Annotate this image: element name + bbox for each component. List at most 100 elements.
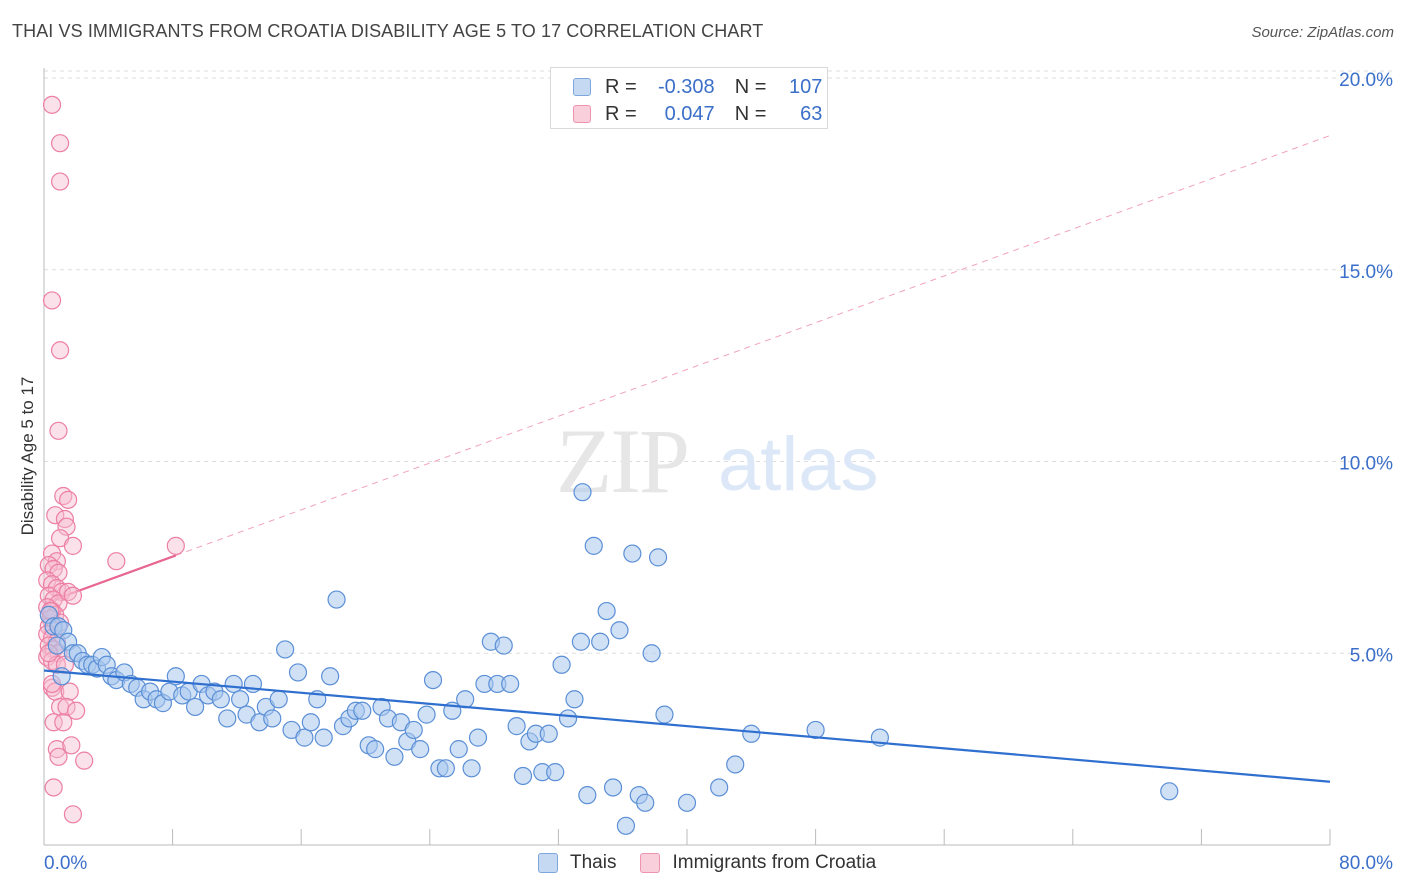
legend-item-croatia[interactable]: Immigrants from Croatia <box>640 852 876 874</box>
thais-point <box>573 483 592 502</box>
thais-point <box>1160 782 1179 801</box>
thais-point <box>301 713 320 732</box>
y-tick-label: 15.0% <box>1339 262 1393 283</box>
thais-point <box>494 636 513 655</box>
thais-point <box>288 663 308 682</box>
thais-point <box>353 701 372 720</box>
croatia-point <box>63 586 83 605</box>
thais-point <box>436 759 455 778</box>
thais-point <box>462 759 481 778</box>
thais-point <box>584 536 603 555</box>
croatia-point <box>54 713 73 732</box>
legend-item-thais[interactable]: Thais <box>538 852 616 874</box>
croatia-point <box>47 740 66 759</box>
thais-point <box>571 632 591 651</box>
croatia-point <box>49 747 68 766</box>
thais-point <box>726 755 745 774</box>
croatia-point <box>60 682 79 701</box>
thais-trend-line <box>43 669 1331 783</box>
thais-point <box>327 590 346 609</box>
source-credit: Source: ZipAtlas.com <box>1251 24 1394 41</box>
croatia-trend-line <box>43 554 177 605</box>
croatia-point <box>44 713 63 732</box>
thais-point <box>423 670 443 690</box>
y-tick-label: 20.0% <box>1339 70 1393 91</box>
croatia-point <box>57 517 76 536</box>
thais-point <box>578 786 597 805</box>
thais-swatch <box>573 78 591 96</box>
thais-point <box>539 724 558 743</box>
chart-title: THAI VS IMMIGRANTS FROM CROATIA DISABILI… <box>12 21 764 41</box>
thais-point <box>603 778 623 797</box>
series-legend: Thais Immigrants from Croatia <box>538 852 900 874</box>
thais-point <box>295 728 314 747</box>
croatia-point <box>44 778 63 797</box>
croatia-point <box>63 805 83 824</box>
thais-points <box>39 483 1179 835</box>
croatia-point <box>166 536 185 555</box>
r-label: R = <box>605 75 637 98</box>
thais-point <box>456 690 475 709</box>
thais-point <box>468 728 488 747</box>
watermark-atlas: atlas <box>718 422 879 507</box>
croatia-point <box>46 506 65 525</box>
croatia-point <box>63 536 83 555</box>
croatia-point <box>42 95 62 114</box>
croatia-point <box>59 490 78 509</box>
croatia-point <box>50 172 70 191</box>
thais-point <box>513 766 533 786</box>
stats-legend: R = -0.308 N = 107 R = 0.047 N = 63 <box>550 67 828 129</box>
thais-point <box>507 717 526 736</box>
croatia-point <box>42 291 62 310</box>
croatia-trend-extension <box>175 135 1331 556</box>
thais-point <box>269 690 288 709</box>
thais-point <box>677 793 697 812</box>
thais-point <box>558 709 578 728</box>
thais-point <box>263 709 282 728</box>
thais-point <box>186 697 205 717</box>
r-label: R = <box>605 102 637 125</box>
thais-point <box>623 544 642 563</box>
thais-point <box>546 763 565 782</box>
croatia-point <box>50 341 70 360</box>
thais-point <box>655 705 674 724</box>
y-tick-label: 10.0% <box>1339 454 1393 475</box>
thais-point <box>636 793 655 812</box>
croatia-point <box>67 701 86 720</box>
n-label: N = <box>734 102 767 125</box>
thais-point <box>552 655 571 674</box>
croatia-point <box>50 134 70 153</box>
axes <box>43 68 1331 846</box>
x-tick-label-max: 80.0% <box>1339 853 1393 874</box>
thais-point <box>385 747 404 766</box>
trend-lines <box>43 135 1331 605</box>
thais-point <box>610 621 629 640</box>
thais-point <box>231 690 250 709</box>
croatia-point <box>55 509 74 529</box>
y-tick-label: 5.0% <box>1350 645 1393 666</box>
legend-row-thais: R = -0.308 N = 107 <box>573 75 822 99</box>
thais-point <box>806 720 825 740</box>
thais-point <box>591 632 610 651</box>
croatia-point <box>75 751 94 770</box>
croatia-legend-label: Immigrants from Croatia <box>672 852 877 873</box>
croatia-points <box>38 95 185 824</box>
croatia-point <box>62 736 81 755</box>
y-axis-label: Disability Age 5 to 17 <box>18 376 37 536</box>
thais-point <box>742 724 761 743</box>
n-label: N = <box>734 75 767 98</box>
r-value-croatia: 0.047 <box>664 102 715 125</box>
thais-point <box>565 690 584 709</box>
thais-point <box>276 640 295 659</box>
thais-point <box>710 778 729 797</box>
thais-trend <box>43 669 1331 783</box>
croatia-swatch <box>573 105 591 123</box>
r-value-thais: -0.308 <box>657 75 715 98</box>
thais-legend-label: Thais <box>570 852 617 873</box>
thais-point <box>616 816 636 835</box>
croatia-point <box>49 421 68 440</box>
croatia-point <box>57 697 76 717</box>
thais-point <box>411 740 430 759</box>
tick-labels: 5.0% 10.0% 15.0% 20.0% 0.0% 80.0% <box>44 70 1393 874</box>
